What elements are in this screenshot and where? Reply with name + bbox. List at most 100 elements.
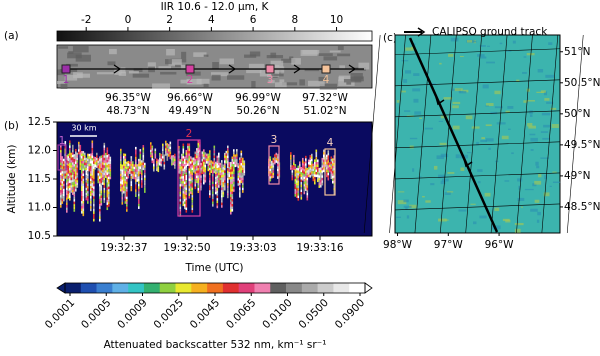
tick-label: 0.0045 — [188, 297, 222, 331]
map-texture — [465, 115, 473, 120]
cloud-pixel — [85, 187, 88, 191]
cloud-pixel — [190, 191, 192, 194]
cloud-pixel — [269, 161, 272, 164]
cloud-pixel — [172, 155, 175, 158]
cloud-pixel — [124, 161, 127, 164]
cloud-pixel — [227, 190, 229, 194]
cloud-pixel — [61, 156, 64, 159]
cloud-pixel — [141, 177, 143, 181]
cloud-pixel — [136, 176, 139, 180]
map-texture — [430, 183, 435, 186]
cloud-pixel — [196, 178, 198, 181]
cloud-pixel — [196, 165, 198, 169]
map-texture — [484, 192, 491, 197]
cloud-pixel — [66, 187, 68, 191]
cloud-pixel — [200, 180, 202, 183]
cloud-pixel — [302, 175, 304, 178]
cloud-pixel — [73, 209, 76, 212]
map-texture — [537, 68, 544, 73]
image-texture — [180, 79, 193, 84]
cloud-pixel — [197, 172, 200, 176]
cloud-pixel — [227, 168, 229, 171]
cloud-pixel — [333, 155, 336, 158]
cloud-pixel — [225, 158, 228, 161]
cloud-pixel — [297, 195, 300, 199]
map-texture — [452, 125, 460, 130]
map-texture — [477, 54, 485, 57]
cloud-pixel — [120, 166, 122, 169]
cloud-pixel — [311, 163, 313, 167]
cloud-pixel — [171, 155, 173, 158]
cloud-pixel — [181, 171, 183, 174]
cloud-pixel — [60, 155, 62, 158]
cloud-pixel — [103, 157, 106, 161]
cloud-pixel — [216, 193, 219, 196]
cloud-pixel — [231, 204, 234, 207]
map-texture — [448, 53, 454, 57]
cloud-pixel — [90, 191, 92, 194]
cloud-pixel — [269, 178, 272, 182]
cloud-pixel — [230, 211, 232, 215]
cloud-pixel — [100, 167, 103, 171]
cloud-pixel — [103, 162, 106, 166]
cloud-pixel — [240, 165, 243, 169]
map-texture — [543, 124, 551, 128]
cloud-pixel — [230, 204, 232, 208]
cloud-pixel — [323, 157, 325, 160]
map-texture — [422, 196, 425, 198]
cloud-pixel — [191, 187, 194, 191]
map-texture — [532, 183, 537, 187]
cloud-pixel — [109, 166, 112, 170]
cloud-pixel — [318, 170, 321, 173]
map-texture — [480, 56, 487, 59]
colorbar-title: IIR 10.6 - 12.0 μm, K — [161, 1, 270, 13]
cloud-pixel — [327, 172, 330, 176]
cloud-pixel — [200, 162, 202, 166]
cloud-pixel — [138, 193, 140, 197]
cloud-pixel — [184, 174, 186, 177]
cloud-pixel — [294, 194, 297, 197]
cloud-pixel — [103, 152, 106, 156]
cloud-pixel — [157, 169, 160, 173]
map-texture — [439, 142, 447, 146]
cloud-pixel — [236, 156, 238, 160]
cloud-pixel — [93, 163, 95, 167]
colorbar-bin — [333, 283, 350, 293]
cloud-pixel — [87, 191, 89, 194]
cloud-pixel — [99, 213, 101, 217]
cloud-pixel — [99, 173, 101, 177]
cloud-pixel — [154, 148, 157, 152]
cloud-pixel — [60, 175, 62, 178]
cloud-pixel — [233, 166, 235, 170]
cloud-pixel — [179, 191, 182, 195]
colorbar-title: Attenuated backscatter 532 nm, km⁻¹ sr⁻¹ — [104, 339, 327, 351]
cloud-pixel — [212, 171, 214, 175]
cloud-pixel — [87, 201, 89, 204]
cloud-pixel — [91, 182, 94, 186]
cloud-pixel — [102, 162, 104, 165]
map-texture — [546, 101, 554, 104]
cloud-pixel — [212, 189, 214, 192]
image-texture — [244, 54, 257, 58]
cloud-pixel — [90, 166, 92, 169]
x-tick-label: 4 — [208, 14, 215, 26]
cloud-pixel — [200, 167, 202, 171]
cloud-pixel — [227, 153, 229, 156]
cloud-pixel — [127, 163, 130, 166]
cloud-pixel — [81, 151, 83, 154]
cloud-pixel — [221, 170, 223, 173]
cloud-pixel — [242, 170, 244, 173]
cloud-pixel — [323, 149, 325, 153]
map-texture — [514, 228, 521, 233]
cloud-pixel — [300, 184, 303, 188]
cloud-pixel — [219, 162, 222, 166]
cloud-pixel — [188, 193, 191, 197]
cloud-pixel — [308, 174, 310, 178]
cloud-pixel — [330, 161, 333, 165]
panel-label: (b) — [4, 120, 19, 132]
map-texture — [479, 215, 487, 219]
cloud-pixel — [121, 197, 124, 200]
cloud-pixel — [120, 178, 122, 182]
cloud-pixel — [216, 195, 219, 199]
cloud-pixel — [144, 182, 146, 186]
